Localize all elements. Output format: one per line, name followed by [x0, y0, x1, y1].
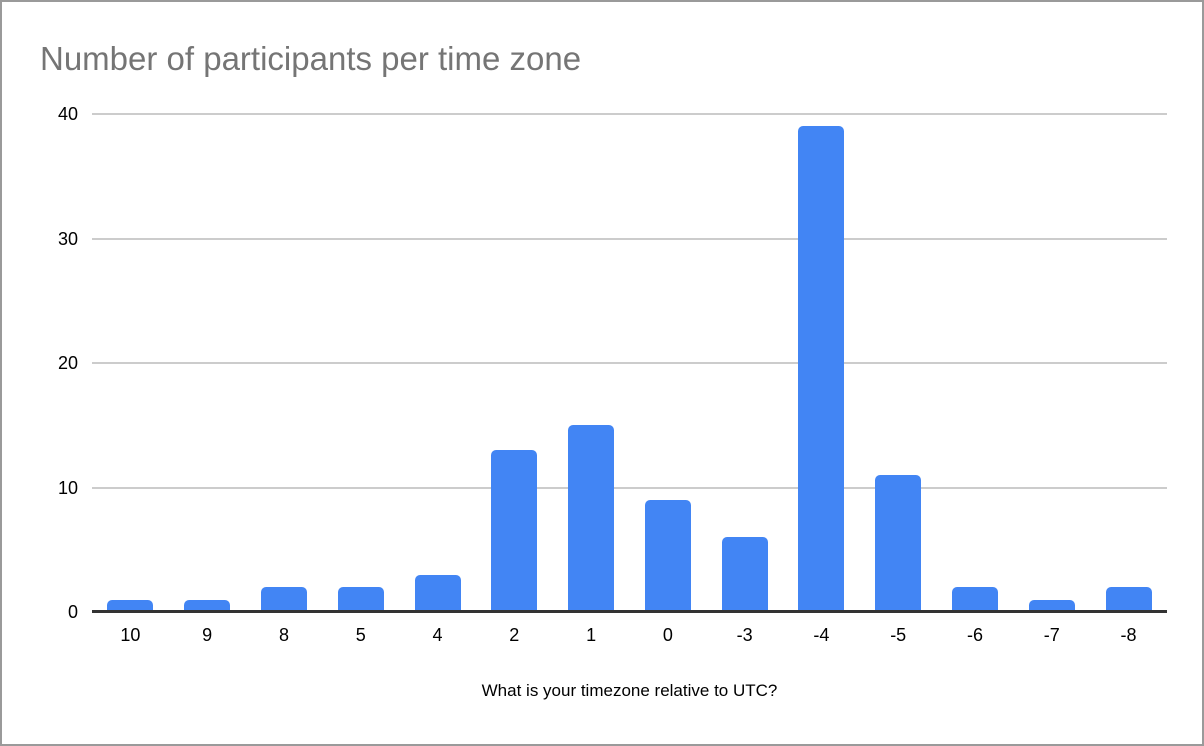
x-axis-labels: 10 9 8 5 4 2 1 0 -3 -4 -5 -6 -7 -8: [92, 623, 1167, 647]
x-tick-label: 0: [662, 625, 673, 645]
x-axis-title: What is your timezone relative to UTC?: [481, 681, 778, 700]
bar-utc-5: [337, 587, 384, 612]
y-tick-label: 0: [67, 602, 78, 622]
bar-utc--6: [951, 587, 998, 612]
bar-slot: [476, 114, 553, 612]
x-axis-line: [92, 610, 1167, 613]
x-tick-label: -5: [890, 625, 907, 645]
bar-slot: [860, 114, 937, 612]
bar-slot: [783, 114, 860, 612]
x-tick-label: -4: [813, 625, 830, 645]
bar-utc--5: [875, 475, 922, 612]
bar-slot: [1013, 114, 1090, 612]
x-tick-label: 5: [355, 625, 366, 645]
gridline-20: [92, 362, 1167, 364]
bar-slot: [937, 114, 1014, 612]
bar-slot: [322, 114, 399, 612]
x-tick-label: 2: [509, 625, 520, 645]
bar-utc-1: [568, 425, 615, 612]
bar-utc--4: [798, 126, 845, 612]
bar-utc-4: [414, 574, 461, 612]
bar-utc--7: [1028, 599, 1075, 612]
bar-utc-0: [644, 499, 691, 612]
gridline-40: [92, 113, 1167, 115]
y-tick-label: 30: [57, 228, 78, 249]
bar-slot: [1090, 114, 1167, 612]
bar-utc-9: [184, 599, 231, 612]
bar-utc--8: [1105, 587, 1152, 612]
bar-utc-8: [260, 587, 307, 612]
gridline-30: [92, 237, 1167, 240]
chart-title: Number of participants per time zone: [40, 40, 582, 77]
x-tick-label: 10: [120, 625, 141, 645]
x-tick-label: -7: [1043, 625, 1060, 645]
x-tick-label: 9: [202, 625, 213, 645]
bar-utc-10: [107, 599, 154, 612]
x-tick-label: -8: [1120, 625, 1137, 645]
x-tick-label: -3: [736, 625, 753, 645]
y-tick-label: 20: [57, 353, 78, 373]
x-tick-label: 8: [278, 625, 289, 645]
x-tick-label: 4: [432, 625, 443, 645]
bar-utc-2: [491, 450, 538, 612]
x-tick-label: -6: [966, 625, 983, 645]
bar-slot: [246, 114, 323, 612]
y-tick-label: 10: [57, 477, 78, 498]
plot-area: [92, 113, 1167, 613]
bar-utc--3: [721, 537, 768, 612]
bar-series: [92, 114, 1167, 612]
bar-slot: [92, 114, 169, 612]
x-tick-label: 1: [586, 625, 597, 645]
bar-slot: [706, 114, 783, 612]
bar-slot: [553, 114, 630, 612]
bar-slot: [169, 114, 246, 612]
bar-slot: [629, 114, 706, 612]
bar-slot: [399, 114, 476, 612]
y-tick-label: 40: [57, 104, 78, 124]
gridline-10: [92, 486, 1167, 489]
